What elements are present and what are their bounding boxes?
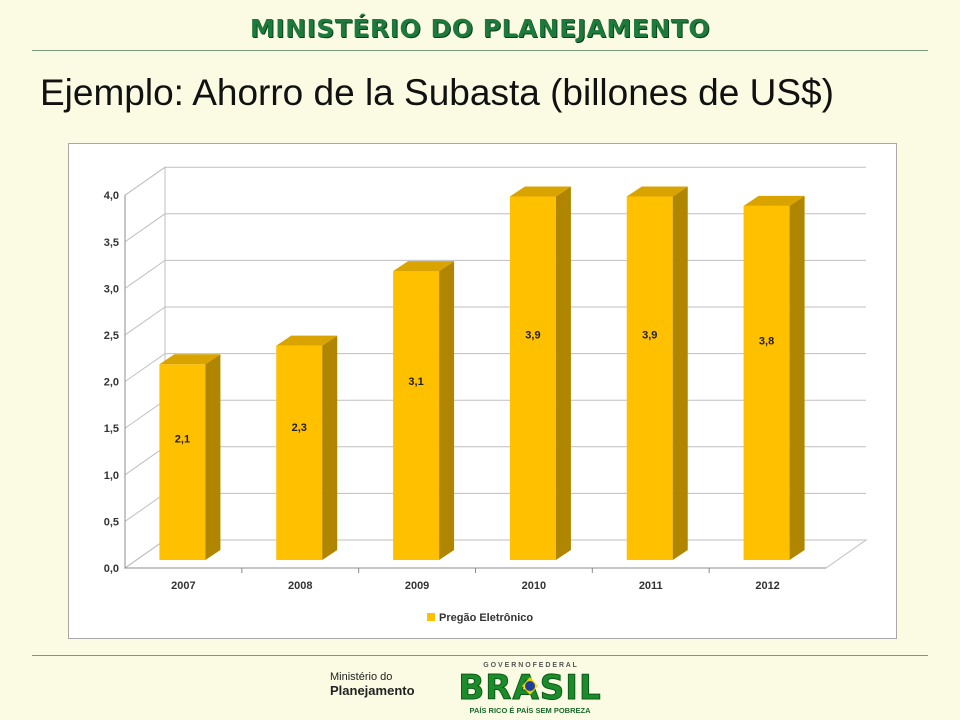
x-tick-label: 2010	[522, 580, 546, 592]
header-divider	[32, 50, 928, 51]
y-tick-label: 4,0	[104, 190, 119, 202]
bar-front	[159, 364, 206, 560]
ministry-logo: Ministério do Planejamento	[330, 671, 415, 698]
legend-swatch	[427, 613, 435, 621]
bar-data-label: 3,8	[759, 335, 774, 347]
ministry-header-title: MINISTÉRIO DO PLANEJAMENTO	[249, 14, 711, 43]
bar-side	[789, 195, 805, 560]
bar-data-label: 2,3	[292, 422, 307, 434]
slide-title: Ejemplo: Ahorro de la Subasta (billones …	[40, 72, 834, 113]
bar-data-label: 2,1	[175, 434, 190, 446]
bar-front	[393, 271, 440, 560]
gov-federal-text: G O V E R N O F E D E R A L	[483, 662, 577, 669]
bar-data-label: 3,1	[408, 376, 423, 388]
x-tick-label: 2007	[171, 580, 195, 592]
x-tick-label: 2009	[405, 580, 429, 592]
chart-gridline	[124, 166, 866, 196]
x-tick-label: 2011	[639, 580, 663, 592]
y-tick-label: 1,5	[104, 423, 119, 435]
y-tick-label: 1,0	[104, 470, 119, 482]
x-tick-label: 2012	[755, 580, 779, 592]
bar-side	[439, 261, 455, 560]
y-tick-label: 2,5	[104, 330, 119, 342]
bar-top	[743, 195, 805, 206]
bar-front	[743, 205, 790, 560]
chart-container: 0,0 0,5 1,0 1,5 2,0 2,5 3,0 3,5 4,0 2,1 2007 2,3 200…	[68, 143, 897, 639]
bar-top	[626, 186, 688, 197]
bar-top	[276, 335, 338, 346]
ministry-logo-line1: Ministério do	[330, 671, 393, 683]
bar-top	[393, 261, 455, 272]
bar-front	[626, 196, 673, 560]
bar-front	[509, 196, 556, 560]
legend-label: Pregão Eletrônico	[439, 612, 533, 624]
bar-front	[276, 345, 323, 560]
bar-top	[509, 186, 571, 197]
brasil-slogan: PAÍS RICO É PAÍS SEM POBREZA	[470, 706, 592, 715]
bar-chart: 0,0 0,5 1,0 1,5 2,0 2,5 3,0 3,5 4,0 2,1 2007 2,3 200…	[104, 166, 868, 624]
brasil-government-logo: G O V E R N O F E D E R A L BRASIL PAÍS …	[458, 662, 601, 715]
y-tick-label: 2,0	[104, 377, 119, 389]
bar-side	[555, 186, 571, 560]
bar-side	[205, 354, 221, 560]
y-tick-label: 3,0	[104, 283, 119, 295]
y-tick-label: 0,0	[104, 563, 119, 575]
ministry-logo-line2: Planejamento	[330, 683, 415, 698]
bar-side	[672, 186, 688, 560]
bar-side	[322, 335, 338, 560]
y-tick-label: 3,5	[104, 237, 119, 249]
footer-divider	[32, 655, 928, 656]
y-tick-label: 0,5	[104, 516, 119, 528]
x-tick-label: 2008	[288, 580, 312, 592]
bar-data-label: 3,9	[525, 330, 540, 342]
bar-top	[159, 354, 221, 365]
flag-globe-icon	[525, 681, 535, 691]
bar-data-label: 3,9	[642, 330, 657, 342]
